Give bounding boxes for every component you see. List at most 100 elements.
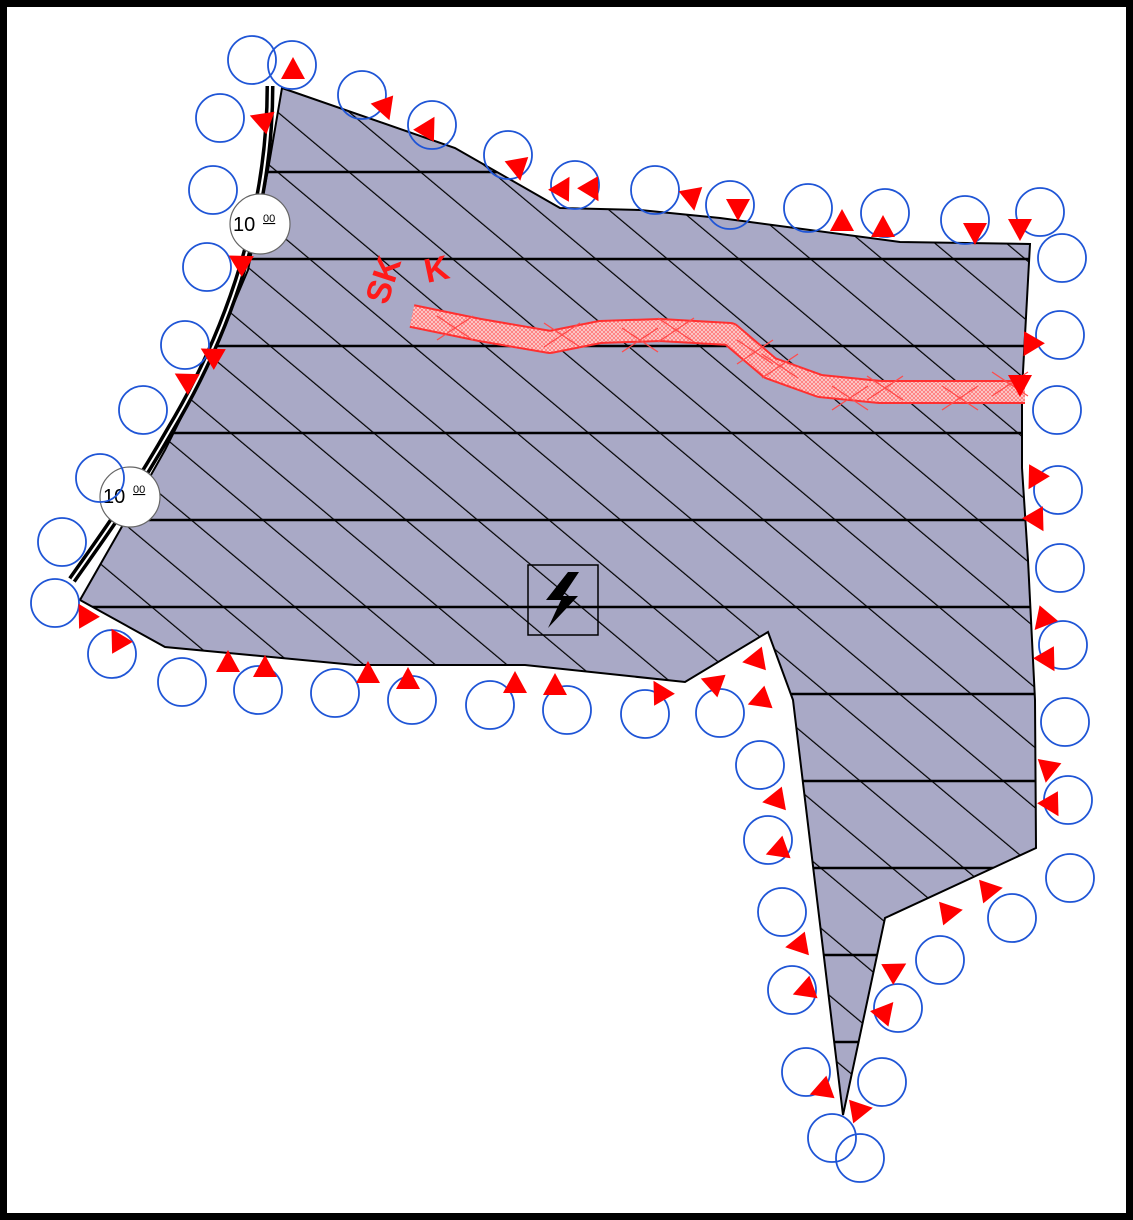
marker-circle (550, 160, 600, 210)
marker-arrow (979, 879, 1003, 904)
corridor-crossing-mark (736, 339, 774, 365)
marker-circle (807, 1113, 857, 1163)
marker-arrow (111, 628, 133, 654)
marker-circle (465, 680, 515, 730)
marker-circle (873, 983, 923, 1033)
corridor-crossing-mark (657, 317, 695, 343)
marker-circle (835, 1133, 885, 1183)
marker-circle (30, 578, 80, 628)
marker-arrow (1033, 646, 1055, 672)
marker-circle (705, 180, 755, 230)
marker-arrow (1034, 605, 1058, 630)
marker-arrow (653, 680, 675, 706)
marker-arrow (1008, 219, 1032, 241)
marker-circle (310, 668, 360, 718)
marker-arrow (870, 1002, 894, 1027)
marker-circle (1035, 310, 1085, 360)
marker-circle (735, 740, 785, 790)
marker-arrow (543, 673, 567, 695)
marker-arrow (785, 931, 809, 956)
marker-circle (160, 320, 210, 370)
marker-arrow (413, 116, 435, 142)
marker-arrow (356, 661, 380, 683)
marker-arrow (765, 835, 791, 859)
corridor (409, 304, 1029, 411)
marker-arrow (504, 157, 529, 181)
corridor-crossing-mark (761, 353, 799, 379)
marker-circle (1035, 543, 1085, 593)
corridor-crossing-mark (866, 375, 904, 401)
marker-arrow (1023, 331, 1045, 357)
marker-circle (542, 685, 592, 735)
marker-circle (337, 70, 387, 120)
marker-arrow (1037, 759, 1062, 783)
marker-arrow (1022, 506, 1044, 532)
marker-circle (1037, 233, 1087, 283)
marker-arrow (396, 667, 420, 689)
marker-arrow (370, 95, 394, 121)
marker-arrow (762, 786, 786, 811)
marker-circle (620, 689, 670, 739)
boundary-markers (30, 35, 1095, 1183)
marker-arrow (548, 176, 570, 202)
marker-arrow (281, 57, 305, 79)
road (68, 85, 275, 583)
corridor-crossing-mark (621, 327, 659, 353)
lightning-bolt-icon (527, 564, 599, 636)
marker-circle (1015, 187, 1065, 237)
marker-circle (781, 1047, 831, 1097)
marker-arrow (963, 223, 987, 245)
marker-circle (407, 100, 457, 150)
marker-arrow (249, 111, 275, 135)
marker-arrow (747, 685, 773, 709)
marker-arrow (1037, 791, 1059, 817)
marker-circle (857, 1057, 907, 1107)
marker-circle (695, 688, 745, 738)
marker-circle (915, 935, 965, 985)
corridor-crossing-mark (436, 315, 474, 341)
marker-arrow (200, 348, 226, 370)
marker-arrow (1008, 375, 1032, 397)
marker-circle (940, 195, 990, 245)
marker-arrow (174, 373, 200, 395)
marker-arrow (78, 603, 100, 629)
marker-circle (783, 183, 833, 233)
marker-arrow (830, 209, 854, 231)
marker-arrow (678, 187, 703, 211)
marker-circle (75, 453, 125, 503)
marker-arrow (726, 199, 750, 221)
road-label-sup: 00 (263, 213, 275, 225)
marker-circle (182, 242, 232, 292)
marker-circle (987, 893, 1037, 943)
marker-arrow (253, 655, 277, 677)
marker-arrow (881, 963, 907, 985)
marker-arrow (849, 1099, 873, 1124)
marker-arrow (792, 975, 818, 999)
road-label-value: 10 (233, 214, 255, 236)
marker-arrow (742, 646, 766, 671)
road-label-sup: 00 (133, 484, 145, 496)
marker-circle (118, 385, 168, 435)
marker-circle (757, 887, 807, 937)
marker-circle (267, 40, 317, 90)
corridor-crossing-mark (941, 385, 979, 411)
marker-circle (233, 665, 283, 715)
corridor-crossing-mark (831, 385, 869, 411)
marker-circle (37, 517, 87, 567)
marker-arrow (216, 650, 240, 672)
marker-circle (1045, 853, 1095, 903)
marker-circle (743, 815, 793, 865)
marker-arrow (939, 901, 963, 926)
marker-circle (188, 165, 238, 215)
marker-circle (1032, 385, 1082, 435)
marker-circle (630, 165, 680, 215)
road-label-lower: 10 00 (99, 466, 161, 528)
marker-arrow (1028, 464, 1050, 490)
corridor-crossing-mark (543, 322, 581, 348)
marker-circle (483, 130, 533, 180)
marker-arrow (809, 1075, 835, 1099)
marker-circle (1033, 465, 1083, 515)
marker-arrow (503, 671, 527, 693)
road-label-upper: 10 00 (229, 193, 291, 255)
